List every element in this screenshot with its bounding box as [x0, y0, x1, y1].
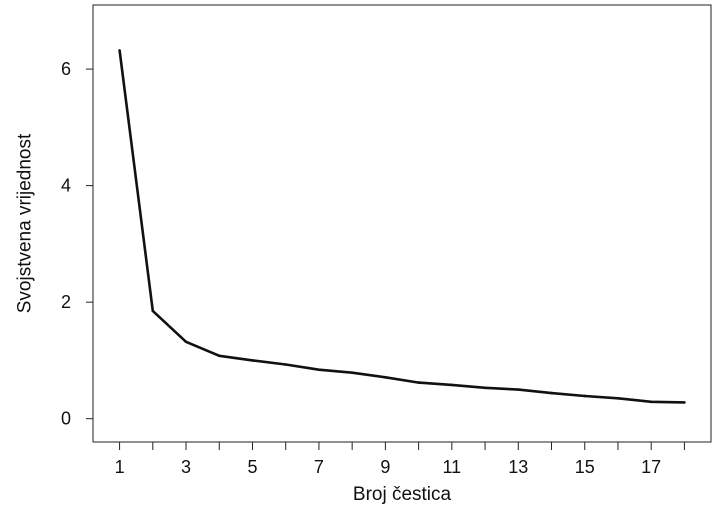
y-tick-label: 6 [61, 59, 71, 79]
x-axis-title: Broj čestica [353, 484, 452, 505]
data-point [384, 376, 387, 379]
x-tick-label: 9 [380, 457, 390, 477]
x-tick-label: 13 [508, 457, 528, 477]
data-point [683, 401, 686, 404]
plot-frame [92, 4, 712, 443]
data-point [151, 309, 155, 313]
data-point [616, 397, 620, 400]
data-point [284, 363, 288, 366]
y-axis-title: Svojstvena vrijednost [15, 133, 36, 313]
data-point [550, 391, 553, 395]
data-point [516, 388, 520, 391]
data-point [217, 354, 221, 358]
data-point [417, 381, 420, 384]
data-point [317, 368, 321, 372]
x-tick-label: 5 [247, 457, 257, 477]
x-tick-label: 3 [181, 457, 191, 477]
series-layer [118, 49, 686, 404]
y-tick-label: 0 [61, 409, 71, 429]
x-tick-label: 1 [115, 457, 125, 477]
y-tick-label: 2 [61, 292, 71, 312]
x-tick-label: 15 [575, 457, 595, 477]
data-point [483, 386, 487, 390]
data-point [118, 49, 121, 52]
x-tick-label: 11 [442, 457, 461, 477]
y-axis: 0 2 4 6 [61, 59, 93, 429]
data-point [184, 340, 188, 344]
x-tick-label: 7 [314, 457, 324, 477]
data-point [649, 400, 653, 404]
y-tick-label: 4 [61, 176, 71, 196]
data-point [583, 394, 587, 398]
data-point [450, 383, 454, 387]
x-tick-label: 17 [641, 457, 661, 477]
x-axis: 1 3 5 7 9 11 13 15 17 [115, 442, 685, 477]
series-line [118, 50, 685, 404]
data-point [251, 359, 254, 362]
data-point [350, 371, 354, 374]
